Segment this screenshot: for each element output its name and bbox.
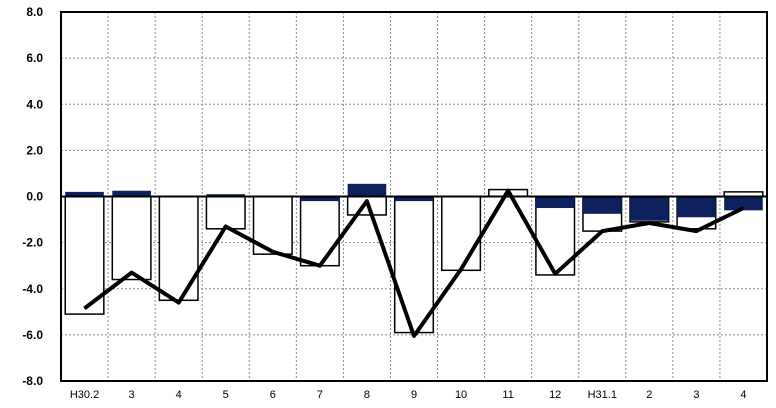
x-tick-label: 4 (740, 389, 746, 401)
filled-bar (582, 196, 622, 214)
x-tick-label: 2 (646, 389, 652, 401)
x-tick-label: 9 (411, 389, 417, 401)
filled-bar (347, 183, 387, 197)
filled-bar (65, 191, 104, 197)
filled-bar (206, 194, 246, 197)
x-tick-label: 3 (693, 389, 699, 401)
line-point (319, 265, 321, 267)
line-point (272, 251, 274, 253)
y-tick-label: -6.0 (22, 328, 43, 342)
line-point (695, 230, 697, 232)
filled-bar (677, 196, 716, 218)
y-tick-label: -4.0 (22, 282, 43, 296)
line-point (648, 222, 650, 224)
x-tick-label: 11 (502, 389, 513, 401)
y-tick-label: -2.0 (22, 236, 43, 250)
y-tick-label: 4.0 (26, 97, 43, 111)
line-point (131, 272, 133, 274)
y-tick-label: 2.0 (26, 143, 43, 157)
x-tick-label: 3 (129, 389, 135, 401)
filled-bar (724, 196, 763, 211)
x-tick-label: 8 (364, 389, 370, 401)
line-point (225, 225, 227, 227)
y-tick-label: 6.0 (26, 51, 43, 65)
x-tick-label: 6 (270, 389, 276, 401)
filled-bar (535, 196, 575, 209)
x-tick-label: 7 (317, 389, 323, 401)
outline-bar (205, 195, 246, 230)
y-tick-label: 8.0 (26, 5, 43, 19)
x-tick-label: 5 (223, 389, 229, 401)
line-point (601, 230, 603, 232)
y-tick-label: -8.0 (22, 374, 43, 388)
line-point (178, 302, 180, 304)
outline-bar (111, 195, 152, 281)
x-tick-label: 4 (176, 389, 182, 401)
line-point (554, 273, 556, 275)
x-axis-ticks: H30.2 3 4 5 6 7 8 9 10 11 12 H31.1 2 3 4 (70, 389, 747, 401)
y-axis-ticks: 8.0 6.0 4.0 2.0 0.0 -2.0 -4.0 -6.0 -8.0 (22, 5, 43, 388)
line-point (366, 200, 368, 202)
y-tick-label: 0.0 (26, 190, 43, 204)
filled-bar (300, 196, 340, 202)
x-tick-label: 10 (455, 389, 467, 401)
filled-bars (61, 183, 767, 221)
line-point (507, 190, 509, 192)
filled-bar (394, 196, 434, 202)
line-point (460, 268, 462, 270)
outline-bar (441, 195, 482, 272)
outline-bar (158, 195, 199, 302)
x-tick-label: H31.1 (588, 389, 617, 401)
line-point (413, 335, 415, 337)
line-point (742, 207, 744, 209)
plot-frame (60, 11, 768, 382)
outline-bar (299, 195, 340, 267)
filled-bar (112, 190, 151, 197)
outline-bar (393, 195, 435, 334)
x-tick-label: 12 (549, 389, 561, 401)
line-series (83, 188, 745, 338)
filled-bar (630, 196, 669, 221)
x-tick-label: H30.2 (70, 389, 99, 401)
line-point (84, 307, 86, 309)
